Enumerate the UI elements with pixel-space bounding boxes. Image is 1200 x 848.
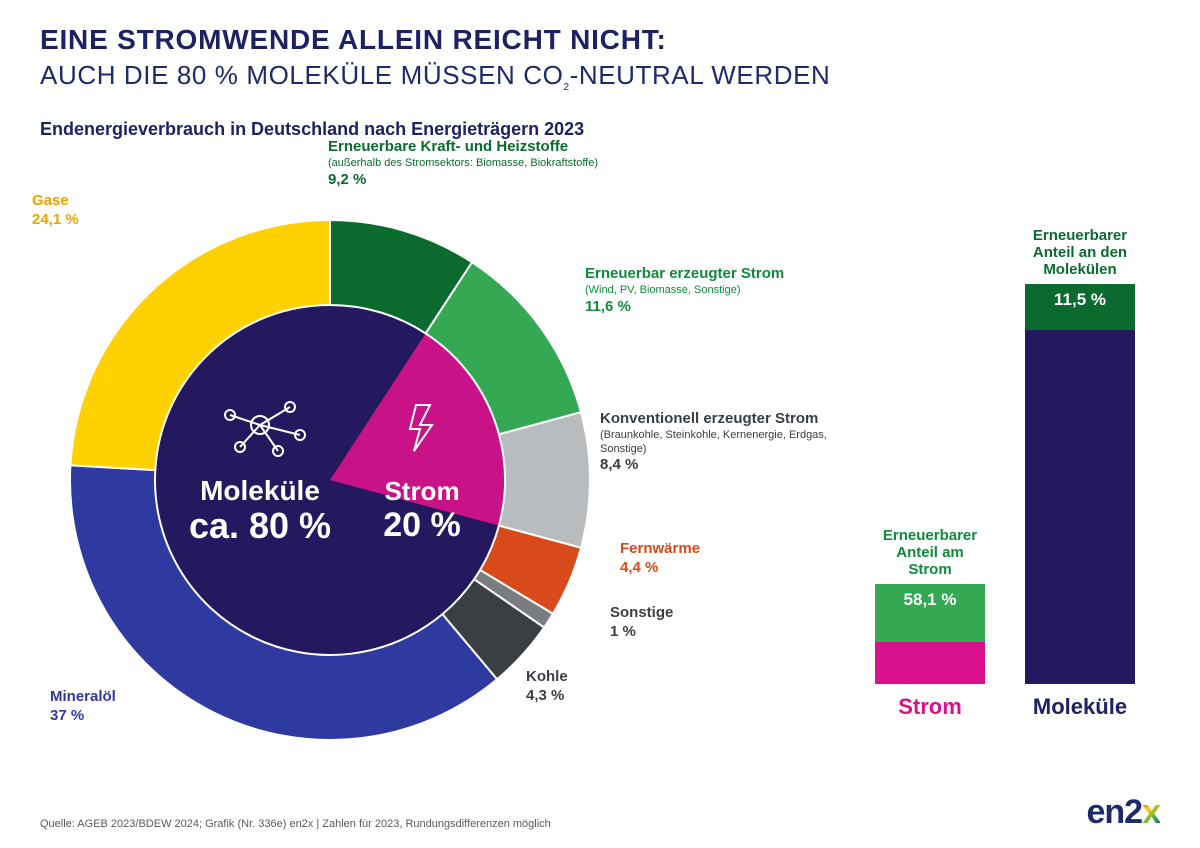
logo-part2: x xyxy=(1142,793,1160,831)
title2-b: -NEUTRAL WERDEN xyxy=(570,60,831,90)
donut-chart: Moleküleca. 80 %Strom20 % Gase 24,1 % Er… xyxy=(40,160,800,760)
title2-a: AUCH DIE 80 % MOLEKÜLE MÜSSEN CO xyxy=(40,60,563,90)
label-erneuerbar-kraft: Erneuerbare Kraft- und Heizstoffe (außer… xyxy=(328,138,658,189)
name: Sonstige xyxy=(610,604,673,621)
label-mineraloel: Mineralöl 37 % xyxy=(50,688,116,726)
pct: 8,4 % xyxy=(600,456,638,473)
title-line2: AUCH DIE 80 % MOLEKÜLE MÜSSEN CO2-NEUTRA… xyxy=(40,60,830,93)
bar-strom: Erneuerbarer Anteil am Strom 58,1 % Stro… xyxy=(875,527,985,720)
name: Kohle xyxy=(526,668,568,685)
pct: 9,2 % xyxy=(328,171,366,188)
bar-strom-name: Strom xyxy=(875,694,985,720)
name: Erneuerbare Kraft- und Heizstoffe xyxy=(328,138,568,155)
pct: 24,1 % xyxy=(32,211,79,228)
bar-mol-top-label: Erneuerbarer Anteil an den Molekülen xyxy=(1025,227,1135,278)
name: Konventionell erzeugter Strom xyxy=(600,410,818,427)
logo-part1: en2 xyxy=(1086,793,1142,831)
name: Erneuerbar erzeugter Strom xyxy=(585,265,784,282)
label-fernwaerme: Fernwärme 4,4 % xyxy=(620,540,700,578)
bar-mol-name: Moleküle xyxy=(1025,694,1135,720)
bar-strom-top-label: Erneuerbarer Anteil am Strom xyxy=(875,527,985,578)
svg-text:Moleküle: Moleküle xyxy=(200,475,320,506)
title-block: EINE STROMWENDE ALLEIN REICHT NICHT: AUC… xyxy=(40,24,830,140)
label-gase: Gase 24,1 % xyxy=(32,192,79,230)
svg-text:Strom: Strom xyxy=(384,476,459,506)
detail: (Wind, PV, Biomasse, Sonstige) xyxy=(585,284,805,298)
bar-molekuele: Erneuerbarer Anteil an den Molekülen 11,… xyxy=(1025,227,1135,720)
bars-area: Erneuerbarer Anteil am Strom 58,1 % Stro… xyxy=(860,160,1160,800)
pct: 4,4 % xyxy=(620,559,658,576)
svg-text:ca. 80 %: ca. 80 % xyxy=(189,505,331,546)
bar-strom-col: 58,1 % xyxy=(875,584,985,684)
label-kohle: Kohle 4,3 % xyxy=(526,668,568,706)
pct: 37 % xyxy=(50,707,84,724)
name: Fernwärme xyxy=(620,540,700,557)
pct: 1 % xyxy=(610,623,636,640)
name: Gase xyxy=(32,192,69,209)
detail: (Braunkohle, Steinkohle, Kernenergie, Er… xyxy=(600,429,830,457)
name: Mineralöl xyxy=(50,688,116,705)
label-sonstige: Sonstige 1 % xyxy=(610,604,673,642)
bar-mol-col: 11,5 % xyxy=(1025,284,1135,684)
source-line: Quelle: AGEB 2023/BDEW 2024; Grafik (Nr.… xyxy=(40,818,551,830)
pct: 4,3 % xyxy=(526,687,564,704)
label-erneuerbar-strom: Erneuerbar erzeugter Strom (Wind, PV, Bi… xyxy=(585,265,805,316)
pct: 11,6 % xyxy=(585,298,631,315)
svg-text:20 %: 20 % xyxy=(383,506,461,544)
logo: en2x xyxy=(1086,793,1160,832)
label-konventionell-strom: Konventionell erzeugter Strom (Braunkohl… xyxy=(600,410,830,475)
title-line1: EINE STROMWENDE ALLEIN REICHT NICHT: xyxy=(40,24,830,56)
detail: (außerhalb des Stromsektors: Biomasse, B… xyxy=(328,157,658,171)
